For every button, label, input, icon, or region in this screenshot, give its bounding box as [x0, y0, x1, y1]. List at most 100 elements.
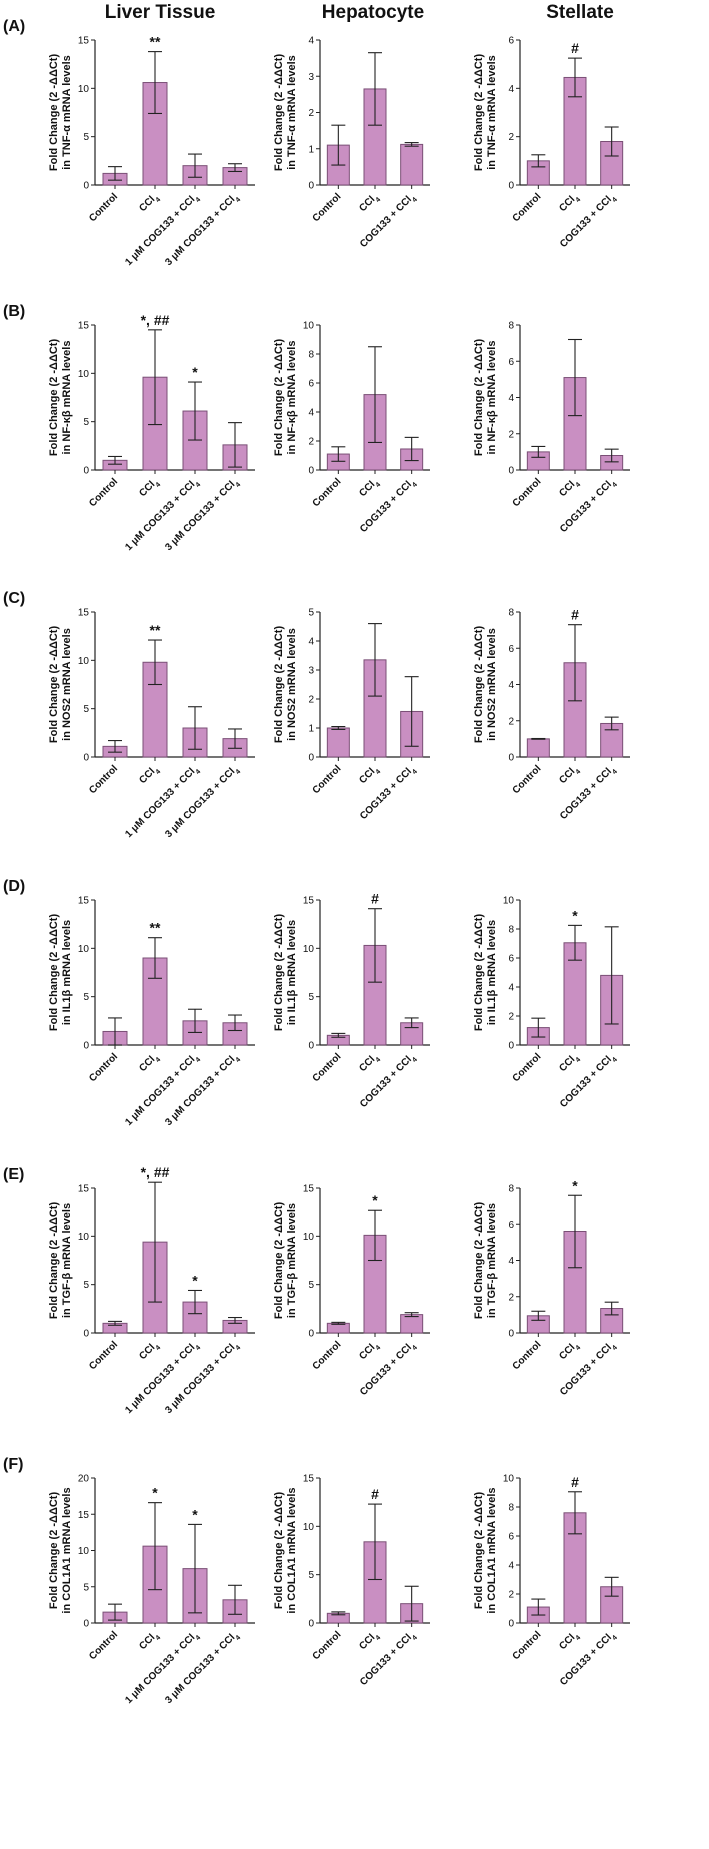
- y-tick-label: 10: [78, 369, 90, 380]
- significance-label: *: [192, 364, 198, 380]
- y-axis-label: Fold Change (2 -ΔΔCt)in NF-κβ mRNA level…: [48, 339, 73, 457]
- y-tick-label: 8: [308, 350, 314, 361]
- y-tick-label: 5: [83, 992, 89, 1003]
- y-axis-label: Fold Change (2 -ΔΔCt)in COL1A1 mRNA leve…: [473, 1487, 498, 1613]
- x-tick-label: 1 μM COG133 + CCl4: [123, 476, 202, 555]
- y-tick-label: 10: [78, 84, 90, 95]
- y-tick-label: 2: [308, 695, 314, 706]
- y-tick-label: 2: [308, 437, 314, 448]
- row-label-f: (F): [3, 1456, 24, 1473]
- x-tick-label: CCl4: [137, 191, 162, 216]
- y-tick-label: 20: [78, 1474, 90, 1485]
- y-tick-label: 6: [508, 357, 514, 368]
- y-tick-label: 8: [508, 608, 514, 619]
- y-tick-label: 2: [508, 716, 514, 727]
- y-axis-label: Fold Change (2 -ΔΔCt)in TGF-β mRNA level…: [473, 1202, 498, 1320]
- y-tick-label: 5: [83, 132, 89, 143]
- y-tick-label: 10: [78, 944, 90, 955]
- y-tick-label: 8: [508, 925, 514, 936]
- significance-label: *, ##: [141, 1164, 170, 1180]
- y-tick-label: 0: [308, 1041, 314, 1052]
- x-tick-label: Control: [87, 1339, 120, 1372]
- x-tick-label: 3 μM COG133 + CCl4: [163, 1629, 242, 1708]
- y-tick-label: 5: [83, 417, 89, 428]
- x-tick-label: CCl4: [137, 763, 162, 788]
- x-tick-label: 3 μM COG133 + CCl4: [163, 476, 242, 555]
- x-tick-label: Control: [511, 476, 544, 509]
- y-tick-label: 10: [303, 1522, 315, 1533]
- significance-label: #: [371, 891, 379, 907]
- chart-panel-4-1: 0 5 10 15 Fold Change (2 -ΔΔCt)in TGF-β mRNA…: [273, 1184, 430, 1398]
- x-tick-label: CCl4: [357, 1339, 382, 1364]
- significance-label: **: [150, 920, 161, 936]
- x-tick-label: Control: [87, 1629, 120, 1662]
- chart-panel-1-1: 0 2 4 6 8 10 Fold Change (2 -ΔΔCt)in NF-κβ mRN…: [273, 321, 430, 535]
- y-tick-label: 5: [83, 1280, 89, 1291]
- y-tick-label: 15: [303, 1184, 315, 1195]
- y-tick-label: 0: [508, 181, 514, 192]
- row-label-c: (C): [3, 590, 26, 607]
- y-axis-label: Fold Change (2 -ΔΔCt)in IL1β mRNA levels: [273, 914, 298, 1032]
- significance-label: #: [371, 1486, 379, 1502]
- y-tick-label: 3: [308, 666, 314, 677]
- x-tick-label: CCl4: [137, 476, 162, 501]
- y-axis-label: Fold Change (2 -ΔΔCt)in COL1A1 mRNA leve…: [48, 1487, 73, 1613]
- significance-label: #: [571, 40, 579, 56]
- y-tick-label: 8: [508, 1184, 514, 1195]
- y-tick-label: 2: [308, 108, 314, 119]
- y-tick-label: 0: [508, 1041, 514, 1052]
- x-tick-label: 1 μM COG133 + CCl4: [123, 1629, 202, 1708]
- x-tick-label: Control: [511, 1339, 544, 1372]
- chart-panel-1-2: 0 2 4 6 8 Fold Change (2 -ΔΔCt)in NF-κβ mRNA …: [473, 321, 630, 535]
- y-tick-label: 6: [508, 954, 514, 965]
- y-axis-label: Fold Change (2 -ΔΔCt)in NF-κβ mRNA level…: [273, 339, 298, 457]
- row-label-d: (D): [3, 878, 26, 895]
- chart-panel-3-2: 0 2 4 6 8 10 Fold Change (2 -ΔΔCt)in IL1β mRNA…: [473, 896, 630, 1110]
- x-tick-label: Control: [87, 191, 120, 224]
- x-tick-label: Control: [311, 191, 344, 224]
- x-tick-label: Control: [87, 1051, 120, 1084]
- significance-label: #: [571, 607, 579, 623]
- significance-label: *: [572, 907, 578, 923]
- y-tick-label: 15: [78, 321, 90, 332]
- y-tick-label: 5: [308, 1570, 314, 1581]
- x-tick-label: CCl4: [557, 191, 582, 216]
- y-tick-label: 8: [508, 1503, 514, 1514]
- y-tick-label: 4: [308, 408, 314, 419]
- x-tick-label: CCl4: [137, 1051, 162, 1076]
- y-tick-label: 0: [83, 466, 89, 477]
- y-tick-label: 0: [83, 753, 89, 764]
- y-tick-label: 0: [308, 1329, 314, 1340]
- y-tick-label: 0: [308, 181, 314, 192]
- y-tick-label: 0: [508, 466, 514, 477]
- y-tick-label: 1: [308, 724, 314, 735]
- x-tick-label: CCl4: [357, 763, 382, 788]
- y-tick-label: 6: [308, 379, 314, 390]
- chart-panel-5-2: 0 2 4 6 8 10 Fold Change (2 -ΔΔCt)in COL1A1 mR…: [473, 1474, 630, 1688]
- y-tick-label: 10: [503, 1474, 515, 1485]
- y-tick-label: 5: [83, 704, 89, 715]
- x-tick-label: Control: [87, 476, 120, 509]
- y-tick-label: 3: [308, 72, 314, 83]
- chart-panel-2-0: 0 5 10 15 Fold Change (2 -ΔΔCt)in NOS2 mRNA …: [48, 608, 255, 840]
- y-tick-label: 2: [508, 429, 514, 440]
- x-tick-label: CCl4: [557, 1339, 582, 1364]
- y-axis-label: Fold Change (2 -ΔΔCt)in COL1A1 mRNA leve…: [273, 1487, 298, 1613]
- x-tick-label: Control: [311, 763, 344, 796]
- y-tick-label: 10: [78, 1546, 90, 1557]
- significance-label: *: [572, 1177, 578, 1193]
- y-tick-label: 15: [78, 1184, 90, 1195]
- x-tick-label: Control: [511, 1051, 544, 1084]
- y-axis-label: Fold Change (2 -ΔΔCt)in NF-κβ mRNA level…: [473, 339, 498, 457]
- x-tick-label: Control: [511, 1629, 544, 1662]
- x-tick-label: CCl4: [137, 1339, 162, 1364]
- x-tick-label: CCl4: [357, 476, 382, 501]
- y-tick-label: 10: [78, 1232, 90, 1243]
- x-tick-label: CCl4: [357, 1051, 382, 1076]
- chart-panel-3-0: 0 5 10 15 Fold Change (2 -ΔΔCt)in IL1β mRNA …: [48, 896, 255, 1128]
- y-axis-label: Fold Change (2 -ΔΔCt)in TNF-α mRNA level…: [473, 54, 498, 172]
- x-tick-label: Control: [511, 191, 544, 224]
- y-tick-label: 6: [508, 644, 514, 655]
- x-tick-label: Control: [87, 763, 120, 796]
- significance-label: *: [152, 1485, 158, 1501]
